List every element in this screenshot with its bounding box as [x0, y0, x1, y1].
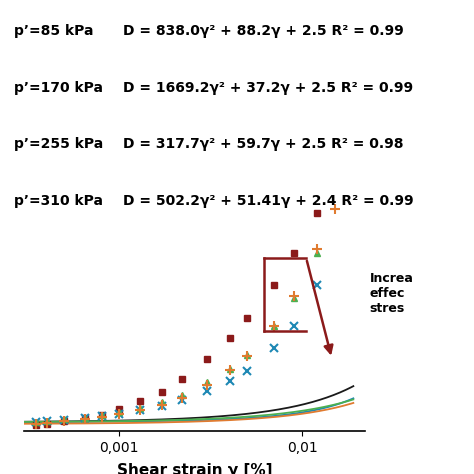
Text: p’=255 kPa: p’=255 kPa [14, 137, 103, 152]
Text: D = 502.2γ² + 51.41γ + 2.4 R² = 0.99: D = 502.2γ² + 51.41γ + 2.4 R² = 0.99 [123, 194, 414, 209]
Text: D = 317.7γ² + 59.7γ + 2.5 R² = 0.98: D = 317.7γ² + 59.7γ + 2.5 R² = 0.98 [123, 137, 404, 152]
Text: D = 1669.2γ² + 37.2γ + 2.5 R² = 0.99: D = 1669.2γ² + 37.2γ + 2.5 R² = 0.99 [123, 81, 413, 95]
Text: D = 838.0γ² + 88.2γ + 2.5 R² = 0.99: D = 838.0γ² + 88.2γ + 2.5 R² = 0.99 [123, 24, 404, 38]
Text: p’=85 kPa: p’=85 kPa [14, 24, 94, 38]
Text: p’=310 kPa: p’=310 kPa [14, 194, 103, 209]
X-axis label: Shear strain γ [%]: Shear strain γ [%] [117, 464, 272, 474]
Text: Increa
effec
stres: Increa effec stres [370, 273, 414, 315]
Text: p’=170 kPa: p’=170 kPa [14, 81, 103, 95]
